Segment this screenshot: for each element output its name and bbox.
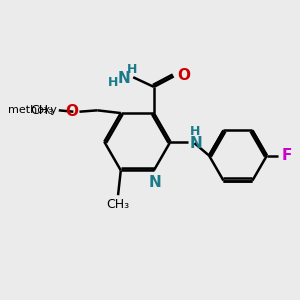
Text: H: H [108, 76, 118, 89]
Text: N: N [149, 175, 162, 190]
Text: CH₃: CH₃ [106, 199, 130, 212]
Text: methoxy: methoxy [8, 105, 57, 115]
Text: H: H [190, 124, 200, 138]
Text: O: O [65, 104, 78, 119]
Text: N: N [190, 136, 202, 151]
Text: H: H [127, 63, 137, 76]
Text: O: O [177, 68, 190, 82]
Text: F: F [281, 148, 292, 163]
Text: N: N [117, 71, 130, 86]
Text: CH₃: CH₃ [30, 104, 53, 117]
